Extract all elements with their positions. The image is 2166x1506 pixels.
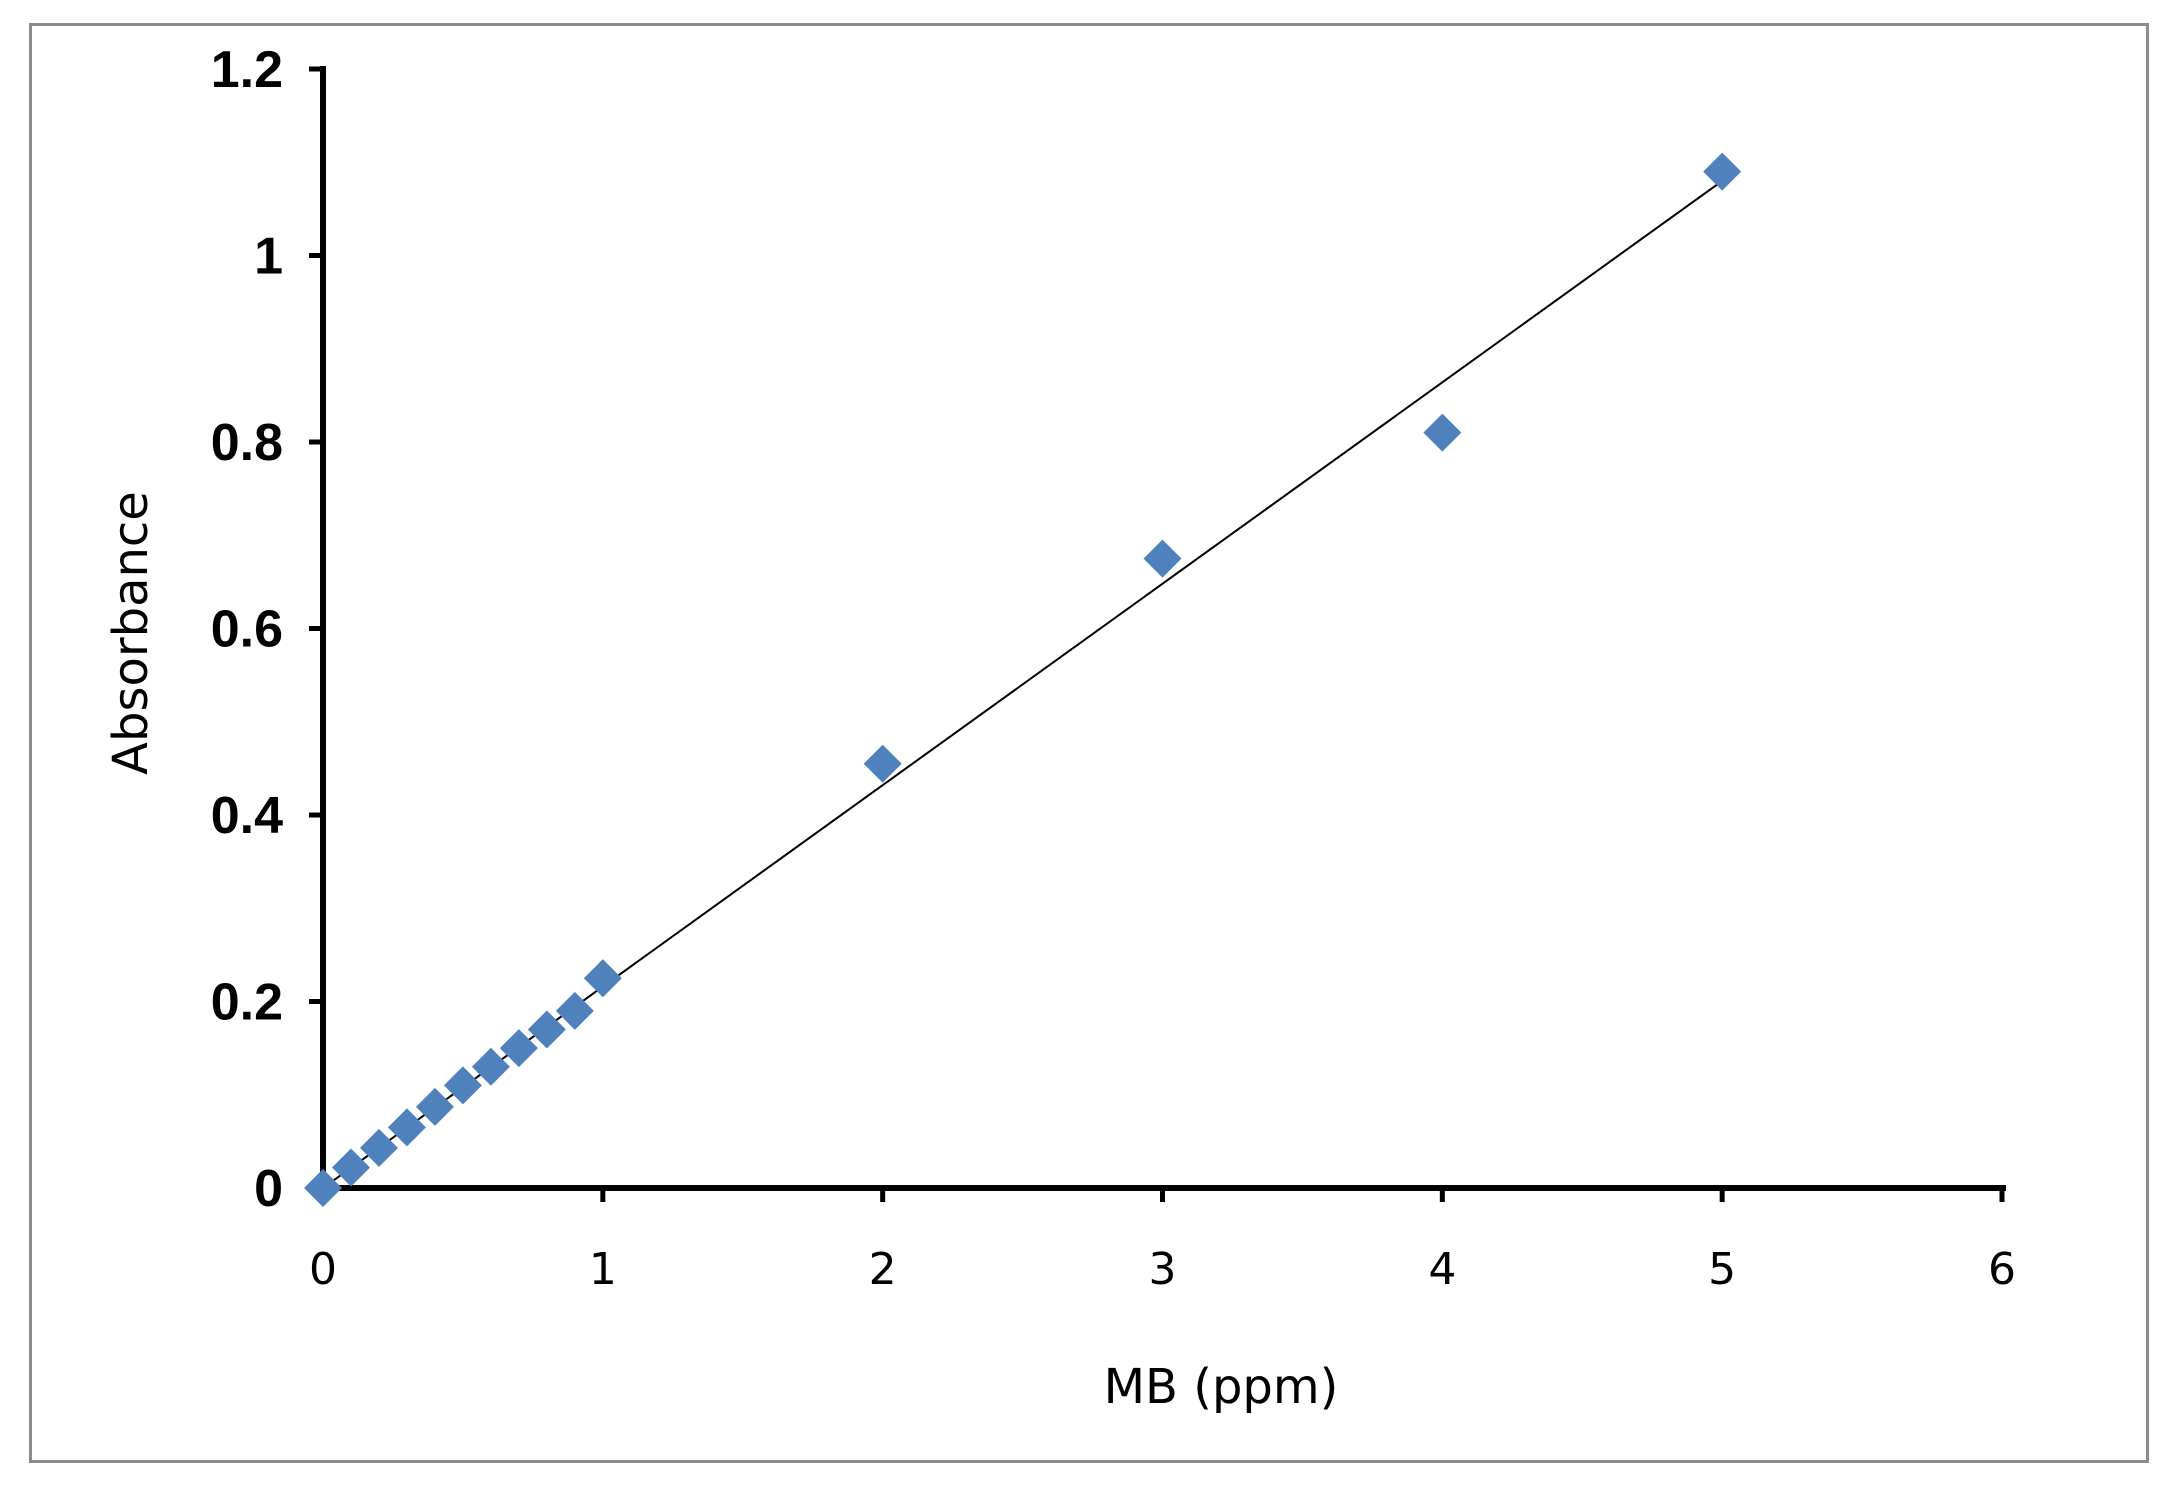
data-point (527, 1010, 566, 1049)
data-point (415, 1087, 454, 1126)
data-point (443, 1066, 482, 1105)
data-points (304, 152, 1742, 1207)
x-tick-label: 4 (1428, 1244, 1456, 1295)
data-point (331, 1148, 370, 1187)
chart-frame (29, 23, 2149, 1463)
y-tick-label: 0.4 (211, 787, 283, 845)
x-axis-title: MB (ppm) (1104, 1359, 1339, 1415)
x-tick-label: 5 (1708, 1244, 1736, 1295)
x-tick-label: 0 (309, 1244, 337, 1295)
data-point (499, 1029, 538, 1068)
y-tick-label: 0.6 (211, 601, 283, 659)
data-point (387, 1108, 426, 1147)
data-point (1423, 413, 1462, 452)
data-point (583, 959, 622, 998)
x-tick-label: 3 (1149, 1244, 1177, 1295)
data-point (1703, 152, 1742, 191)
data-point (555, 991, 594, 1030)
x-tick-label: 2 (869, 1244, 897, 1295)
data-point (1143, 539, 1182, 578)
y-tick-label: 0 (254, 1160, 283, 1218)
data-point (359, 1128, 398, 1167)
y-tick-label: 0.2 (211, 974, 283, 1032)
y-tick-label: 1 (254, 228, 283, 286)
y-tick-label: 1.2 (211, 41, 283, 99)
data-point (863, 744, 902, 783)
x-tick-label: 6 (1988, 1244, 2016, 1295)
data-point (471, 1047, 510, 1086)
trendline-layer (322, 180, 1723, 1189)
y-axis-title: Absorbance (103, 491, 159, 775)
ticks: 0 0.2 0.4 0.6 0.8 1 1.2 0 1 2 3 4 5 6 (211, 41, 2016, 1295)
trendline (322, 180, 1723, 1189)
y-tick-label: 0.8 (211, 414, 283, 472)
data-point (304, 1169, 342, 1207)
x-tick-label: 1 (589, 1244, 617, 1295)
